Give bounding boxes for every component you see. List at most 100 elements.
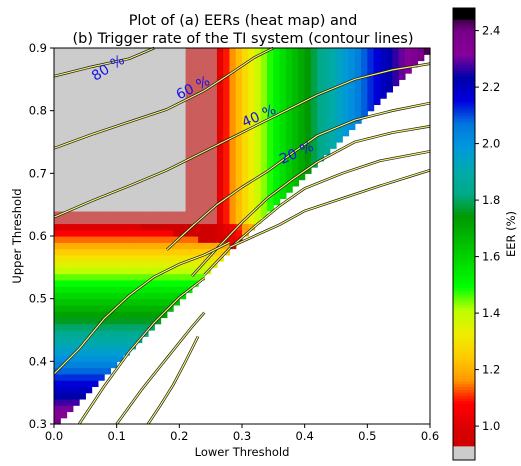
heatmap-cell <box>104 236 111 243</box>
heatmap-cell <box>104 79 111 87</box>
colorbar-segment <box>453 236 475 241</box>
heatmap-cell <box>148 223 155 231</box>
heatmap-cell <box>279 173 287 181</box>
heatmap-cell <box>198 179 205 187</box>
heatmap-cell <box>79 355 86 362</box>
heatmap-cell <box>122 348 130 356</box>
heatmap-cell <box>104 367 111 375</box>
colorbar-segment <box>453 137 475 142</box>
heatmap-cell <box>160 229 168 237</box>
heatmap-cell <box>79 160 86 168</box>
heatmap-cell <box>229 148 237 156</box>
heatmap-cell <box>304 60 312 68</box>
heatmap-cell <box>235 60 243 68</box>
heatmap-cell <box>173 91 180 99</box>
heatmap-cell <box>122 304 130 312</box>
heatmap-cell <box>216 192 224 199</box>
heatmap-cell <box>72 355 80 362</box>
heatmap-cell <box>154 298 162 306</box>
heatmap-cell <box>85 317 93 325</box>
heatmap-cell <box>66 79 74 87</box>
heatmap-cell <box>310 123 318 131</box>
heatmap-cell <box>185 54 193 62</box>
heatmap-cell <box>66 48 74 55</box>
heatmap-cell <box>267 110 274 118</box>
heatmap-cell <box>141 185 149 193</box>
heatmap-cell <box>329 91 337 99</box>
heatmap-cell <box>66 248 74 256</box>
heatmap-cell <box>336 110 343 118</box>
heatmap-cell <box>248 204 256 212</box>
heatmap-cell <box>154 104 162 112</box>
heatmap-cell <box>273 142 281 149</box>
heatmap-cell <box>235 116 243 124</box>
heatmap-cell <box>79 267 86 275</box>
colorbar-segment <box>453 259 475 263</box>
heatmap-cell <box>310 54 318 62</box>
heatmap-cell <box>116 317 124 325</box>
heatmap-cell <box>72 330 80 337</box>
heatmap-cell <box>97 98 105 105</box>
heatmap-cell <box>135 229 143 237</box>
heatmap-cell <box>141 79 149 87</box>
heatmap-cell <box>191 179 199 187</box>
x-tick-label: 0.3 <box>233 429 251 443</box>
heatmap-cell <box>91 311 99 319</box>
heatmap-cell <box>198 79 205 87</box>
heatmap-cell <box>148 123 155 131</box>
heatmap-cell <box>179 179 187 187</box>
heatmap-cell <box>129 48 137 55</box>
heatmap-cell <box>160 261 168 268</box>
heatmap-cell <box>85 167 93 174</box>
heatmap-cell <box>110 292 118 300</box>
heatmap-cell <box>198 198 205 206</box>
heatmap-cell <box>72 386 80 394</box>
heatmap-cell <box>373 73 381 80</box>
heatmap-cell <box>216 85 224 93</box>
heatmap-cell <box>223 148 231 156</box>
heatmap-cell <box>229 160 237 168</box>
heatmap-cell <box>85 373 93 381</box>
heatmap-cell <box>148 54 155 62</box>
heatmap-cell <box>97 217 105 225</box>
heatmap-cell <box>423 48 431 55</box>
colorbar-segment <box>453 8 475 12</box>
heatmap-cell <box>279 129 287 137</box>
heatmap-cell <box>373 54 381 62</box>
heatmap-cell <box>323 66 331 74</box>
heatmap-cell <box>110 85 118 93</box>
heatmap-cell <box>91 342 99 350</box>
heatmap-cell <box>329 48 337 55</box>
heatmap-cell <box>166 129 174 137</box>
heatmap-cell <box>85 154 93 162</box>
heatmap-cell <box>310 148 318 156</box>
heatmap-cell <box>379 91 387 99</box>
heatmap-cell <box>235 48 243 55</box>
heatmap-cell <box>160 286 168 293</box>
heatmap-cell <box>97 254 105 262</box>
heatmap-cell <box>154 167 162 174</box>
heatmap-cell <box>179 116 187 124</box>
heatmap-cell <box>85 223 93 231</box>
heatmap-cell <box>204 66 212 74</box>
heatmap-cell <box>97 54 105 62</box>
heatmap-cell <box>348 104 356 112</box>
heatmap-cell <box>279 154 287 162</box>
heatmap-cell <box>160 129 168 137</box>
heatmap-cell <box>66 311 74 319</box>
heatmap-cell <box>191 110 199 118</box>
heatmap-cell <box>79 123 86 131</box>
heatmap-cell <box>260 79 268 87</box>
colorbar-segment <box>453 208 475 212</box>
heatmap-cell <box>248 192 256 199</box>
colorbar-segment <box>453 324 475 328</box>
heatmap-cell <box>191 185 199 193</box>
heatmap-cell <box>260 179 268 187</box>
heatmap-cell <box>104 361 111 369</box>
heatmap-cell <box>166 142 174 149</box>
heatmap-cell <box>317 135 325 143</box>
heatmap-cell <box>267 98 274 105</box>
heatmap-cell <box>160 54 168 62</box>
heatmap-cell <box>273 129 281 137</box>
heatmap-cell <box>148 210 155 218</box>
